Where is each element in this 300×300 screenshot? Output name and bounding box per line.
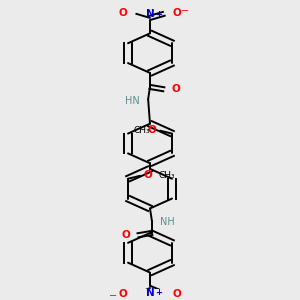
Text: CH₃: CH₃ xyxy=(159,171,175,180)
Text: O: O xyxy=(172,84,180,94)
Text: HN: HN xyxy=(125,96,140,106)
Text: O: O xyxy=(119,290,128,299)
Text: methoxy: methoxy xyxy=(136,128,143,129)
Text: N: N xyxy=(146,288,154,298)
Text: O: O xyxy=(172,8,181,18)
Text: NH: NH xyxy=(160,217,175,227)
Text: O: O xyxy=(119,8,128,18)
Text: O: O xyxy=(148,125,156,135)
Text: CH₃: CH₃ xyxy=(134,126,150,135)
Text: O: O xyxy=(122,230,130,240)
Text: −: − xyxy=(181,6,189,16)
Text: −: − xyxy=(110,291,118,300)
Text: O: O xyxy=(172,290,181,299)
Text: +: + xyxy=(155,10,162,19)
Text: O: O xyxy=(144,170,152,180)
Text: +: + xyxy=(155,288,162,297)
Text: N: N xyxy=(146,9,154,19)
